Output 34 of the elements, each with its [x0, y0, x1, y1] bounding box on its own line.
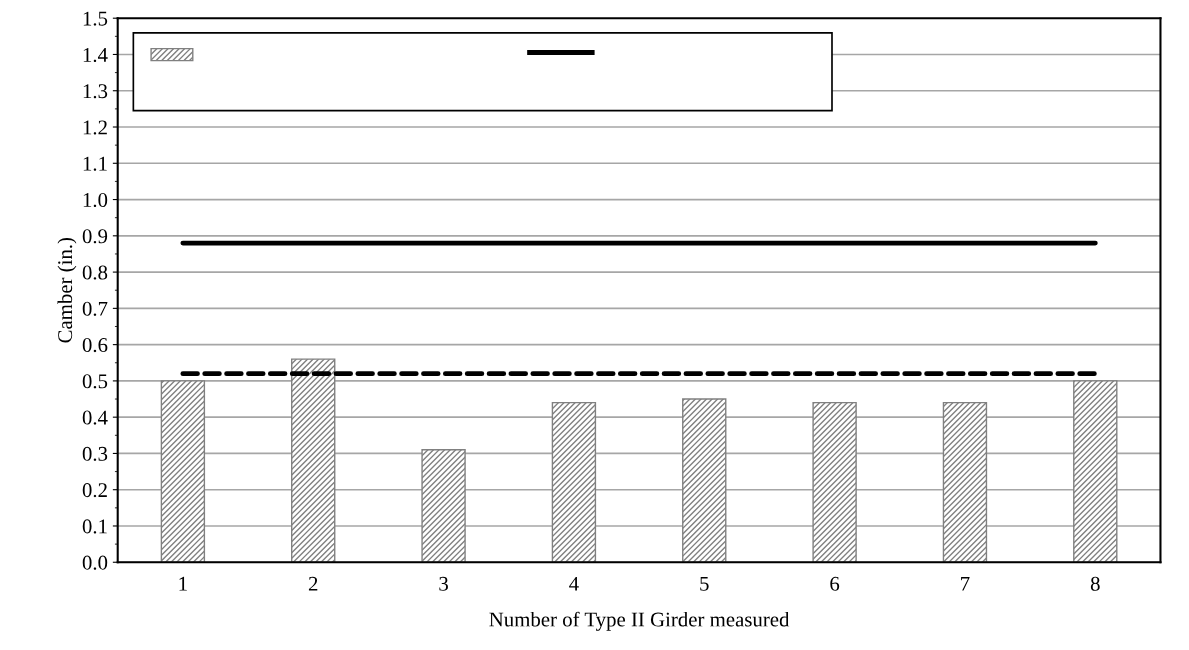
x-tick-label: 7 — [961, 576, 970, 591]
x-tick-label: 1 — [179, 576, 187, 591]
y-tick-label: 0.0 — [82, 555, 108, 570]
x-tick-label: 8 — [1090, 576, 1100, 591]
bar — [812, 401, 857, 563]
y-tick-label: 1.2 — [83, 120, 107, 135]
y-tick-label: 0.3 — [82, 446, 108, 461]
y-tick-label: 0.6 — [82, 338, 108, 353]
y-tick-label: 0.4 — [82, 410, 108, 425]
x-tick-label: 2 — [308, 576, 318, 591]
bar — [551, 401, 597, 563]
x-tick-label: 3 — [439, 576, 448, 591]
y-tick-label: 1.5 — [83, 11, 108, 26]
y-axis-title: Camber (in.) — [57, 237, 77, 343]
bar — [1073, 380, 1118, 563]
y-tick-label: 0.8 — [82, 265, 108, 280]
x-tick-label: 5 — [700, 576, 709, 591]
bar — [421, 449, 466, 563]
y-tick-label: 0.2 — [82, 483, 107, 498]
bar — [682, 398, 727, 563]
y-tick-label: 1.3 — [83, 84, 108, 99]
bar — [291, 358, 336, 563]
y-tick-label: 0.7 — [82, 301, 108, 316]
y-tick-label: 0.1 — [82, 519, 107, 534]
y-tick-label: 1.0 — [83, 192, 108, 208]
y-tick-label: 0.5 — [82, 374, 108, 389]
y-tick-label: 1.1 — [83, 156, 107, 171]
x-tick-label: 6 — [830, 576, 840, 591]
x-axis-title: Number of Type II Girder measured — [489, 611, 790, 631]
y-tick-label: 0.9 — [82, 229, 108, 244]
bar — [160, 380, 206, 563]
x-tick-label: 4 — [569, 576, 579, 591]
y-tick-label: 1.4 — [83, 47, 108, 62]
bar — [942, 401, 988, 563]
